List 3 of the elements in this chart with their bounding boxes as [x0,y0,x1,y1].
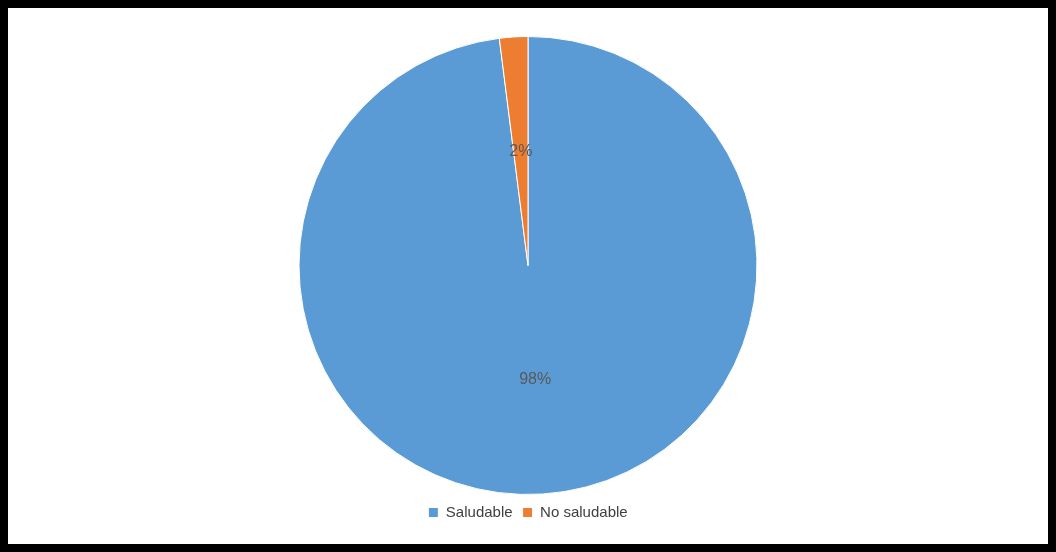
legend-label: Saludable [445,502,513,520]
data-label: 98% [519,370,552,388]
legend-label: No saludable [540,502,628,520]
